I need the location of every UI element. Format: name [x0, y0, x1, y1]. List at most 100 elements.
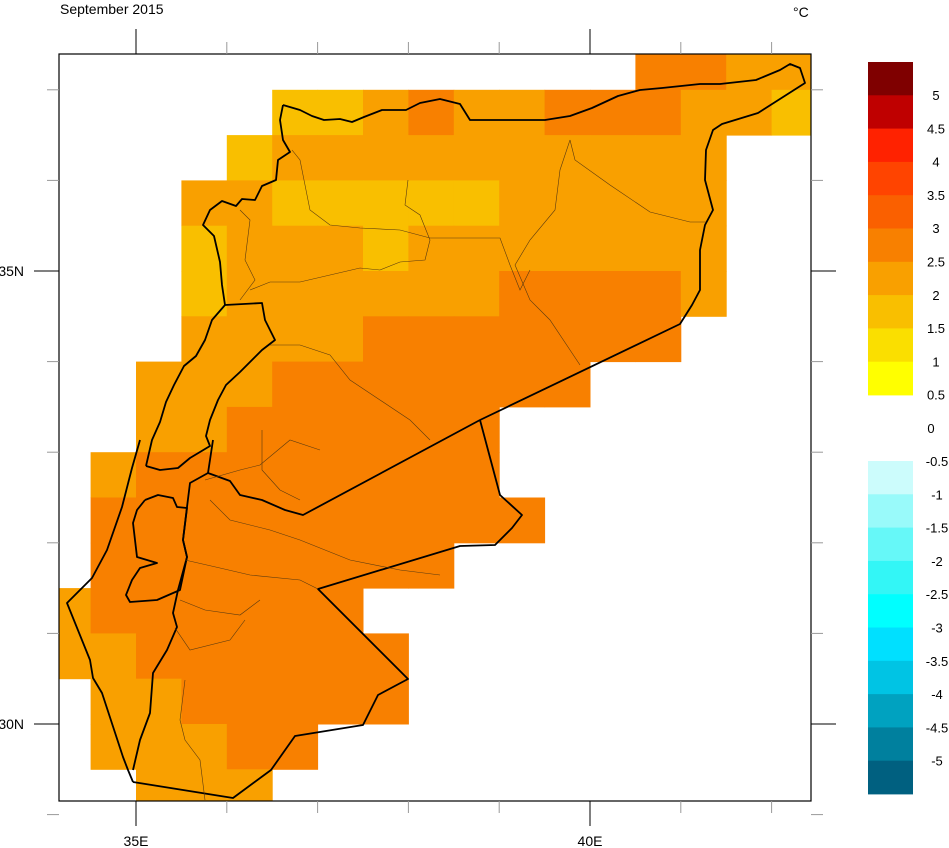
grid-cell — [408, 316, 455, 363]
grid-cell — [499, 225, 546, 272]
grid-cell — [408, 497, 455, 544]
grid-cell — [408, 180, 455, 227]
grid-cell — [272, 497, 319, 544]
colorbar-label: -2 — [931, 554, 943, 569]
colorbar-swatch — [868, 494, 913, 528]
grid-cell — [453, 497, 500, 544]
colorbar-label: 4 — [932, 155, 939, 170]
grid-cell — [226, 135, 273, 181]
axis-ticks — [34, 29, 836, 826]
grid-cell — [317, 361, 364, 408]
grid-cell — [453, 225, 500, 272]
grid-cell — [317, 316, 364, 363]
grid-cell — [181, 678, 228, 725]
grid-cell — [272, 316, 319, 363]
grid-cell — [590, 89, 636, 136]
country-border — [145, 302, 276, 471]
grid-cell — [363, 135, 409, 181]
colorbar-label: -3.5 — [926, 654, 948, 669]
grid-cell — [272, 180, 319, 227]
grid-cell — [181, 497, 228, 544]
grid-cell — [635, 316, 682, 363]
colorbar-label-zero: 0 — [927, 421, 934, 436]
grid-cell — [90, 588, 137, 634]
grid-cell — [136, 542, 182, 589]
grid-cell — [363, 271, 409, 317]
colorbar-label: -0.5 — [926, 454, 948, 469]
colorbar-swatch — [868, 760, 913, 795]
country-border — [125, 494, 188, 603]
grid-cell — [59, 633, 92, 680]
grid-cell — [544, 180, 591, 227]
data-grid — [59, 54, 811, 801]
grid-cell — [181, 542, 228, 589]
grid-cell — [544, 361, 591, 408]
grid-cell — [317, 633, 364, 680]
grid-cell — [317, 180, 364, 227]
colorbar-swatch — [868, 560, 913, 595]
grid-cell — [317, 497, 364, 544]
grid-cell — [136, 452, 182, 498]
colorbar-label: 1.5 — [927, 321, 945, 336]
admin-border — [239, 209, 256, 301]
grid-cell — [272, 678, 319, 725]
grid-cell — [226, 316, 273, 363]
colorbar-swatch — [868, 727, 913, 762]
grid-cell — [635, 180, 682, 227]
units-label: °C — [793, 4, 809, 20]
grid-cell — [363, 497, 409, 544]
grid-cell — [272, 724, 319, 770]
map-frame — [58, 53, 812, 802]
colorbar-swatch — [868, 328, 913, 363]
grid-cell — [90, 633, 137, 680]
grid-cell — [499, 497, 546, 544]
colorbar-label: 0.5 — [927, 388, 945, 403]
admin-border — [249, 179, 431, 291]
colorbar-swatch — [868, 95, 913, 129]
grid-cell — [499, 89, 546, 136]
grid-cell — [272, 135, 319, 181]
grid-cell — [181, 271, 228, 317]
grid-cell — [363, 406, 409, 453]
grid-cell — [181, 361, 228, 408]
grid-cell — [408, 89, 455, 136]
grid-cell — [90, 452, 137, 498]
grid-cell — [317, 542, 364, 589]
colorbar-swatch — [868, 461, 913, 495]
grid-cell — [136, 497, 182, 544]
grid-cell — [363, 452, 409, 498]
map-title: September 2015 — [60, 1, 164, 17]
grid-cell — [226, 678, 273, 725]
admin-border — [204, 439, 321, 481]
grid-cell — [272, 542, 319, 589]
grid-cell — [272, 633, 319, 680]
grid-cell — [226, 542, 273, 589]
admin-border — [209, 499, 441, 576]
colorbar-label: 3 — [932, 221, 939, 236]
grid-cell — [272, 361, 319, 408]
colorbar-label: -4 — [931, 687, 943, 702]
grid-cell — [544, 225, 591, 272]
grid-cell — [226, 724, 273, 770]
grid-cell — [363, 225, 409, 272]
colorbar-swatch — [868, 694, 913, 728]
grid-cell — [181, 769, 228, 801]
grid-cell — [363, 361, 409, 408]
grid-cell — [226, 406, 273, 453]
grid-cell — [680, 89, 727, 136]
grid-cell — [499, 180, 546, 227]
grid-cell — [726, 89, 773, 136]
grid-cell — [363, 316, 409, 363]
lon-label-35e: 35E — [124, 833, 149, 848]
grid-cell — [317, 452, 364, 498]
grid-cell — [408, 225, 455, 272]
grid-cell — [635, 89, 682, 136]
colorbar-label: 5 — [932, 88, 939, 103]
colorbar-swatch — [868, 195, 913, 229]
grid-cell — [680, 271, 727, 317]
grid-cell — [181, 406, 228, 453]
colorbar-swatch — [868, 62, 913, 96]
country-border — [132, 472, 209, 771]
grid-cell — [771, 89, 811, 136]
